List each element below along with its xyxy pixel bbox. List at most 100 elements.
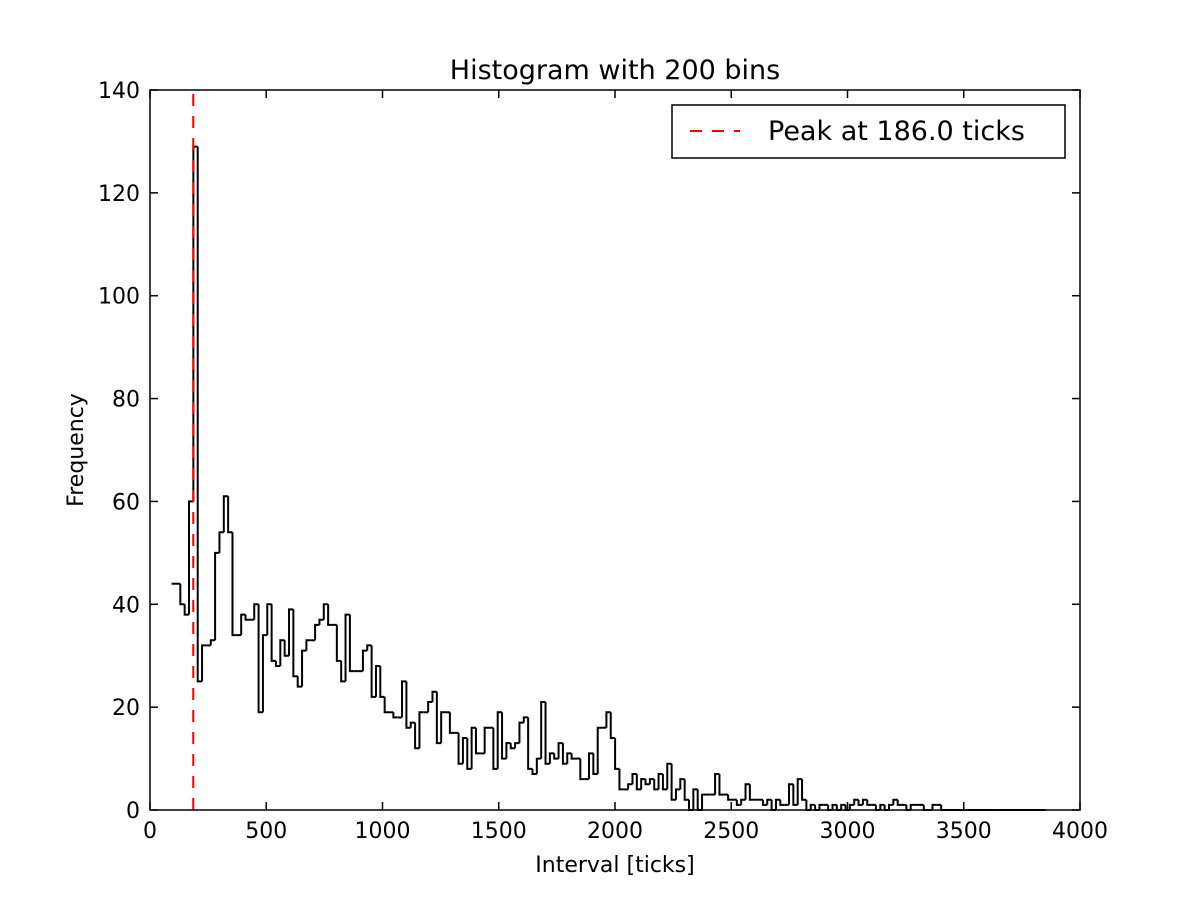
histogram-bin (527, 717, 533, 770)
histogram-bin (314, 623, 320, 641)
histogram-bin (240, 613, 246, 636)
histogram-bin (522, 716, 529, 723)
histogram-bin (896, 799, 903, 806)
x-axis-label: Interval [ticks] (535, 853, 694, 878)
histogram-bin (414, 722, 420, 750)
histogram-bin (774, 798, 781, 810)
histogram-bin (270, 604, 276, 662)
histogram-bin (727, 794, 733, 801)
x-tick-label: 0 (143, 819, 157, 844)
histogram-bin (740, 798, 746, 805)
histogram-bin (648, 778, 655, 785)
histogram-bin (227, 496, 233, 534)
histogram-bin (457, 732, 463, 765)
histogram-bin (553, 753, 559, 760)
histogram-bin (801, 779, 807, 801)
histogram-bin (931, 803, 937, 810)
histogram-bin (735, 799, 742, 806)
histogram-bin (540, 701, 546, 759)
x-tick-label: 3500 (936, 819, 992, 844)
x-tick-label: 2500 (703, 819, 759, 844)
histogram-bin (531, 768, 537, 775)
x-tick-label: 2000 (587, 819, 643, 844)
histogram-bin (435, 691, 442, 745)
histogram-bin (796, 778, 803, 805)
histogram-bin (448, 712, 455, 734)
histogram-bin (779, 799, 785, 806)
histogram-bin (470, 726, 476, 769)
histogram-bin (831, 803, 837, 810)
histogram-bin (196, 146, 203, 683)
plot-area (150, 90, 1080, 810)
legend-label: Peak at 186.0 ticks (768, 116, 1025, 147)
histogram-bin (861, 798, 868, 805)
histogram-bin (257, 604, 263, 714)
histogram-bin (909, 803, 916, 810)
histogram-bin (570, 753, 576, 760)
histogram-bin (644, 779, 650, 786)
histogram-bin (231, 532, 237, 637)
y-tick-label: 40 (112, 593, 140, 618)
histogram-bin (440, 711, 446, 744)
histogram-bin (209, 639, 216, 646)
histogram-bin (322, 603, 329, 620)
histogram-bin (201, 644, 207, 682)
histogram-bin (848, 803, 855, 810)
histogram-bin (692, 788, 698, 810)
histogram-bin (496, 711, 503, 769)
histogram-bin (866, 799, 872, 806)
x-tick-label: 1500 (471, 819, 527, 844)
histogram-bin (431, 690, 437, 702)
histogram-bin (279, 639, 285, 666)
histogram-bin (748, 784, 755, 801)
histogram-bin (514, 742, 520, 749)
histogram-bin (335, 624, 342, 662)
histogram-bin (840, 803, 846, 810)
histogram-bin (853, 798, 859, 805)
histogram-bin (670, 763, 676, 801)
histogram-bin (792, 784, 798, 806)
histogram-bin (618, 768, 624, 791)
histogram-bin (427, 701, 433, 713)
histogram-bin (183, 604, 190, 616)
histogram-bin (266, 603, 272, 636)
histogram-bin (588, 752, 594, 780)
histogram-bin (340, 660, 346, 683)
histogram-bin (292, 609, 298, 678)
histogram-bin (179, 583, 185, 606)
histogram-bin (857, 799, 863, 806)
histogram-bin (401, 680, 407, 718)
histogram-bin (383, 696, 390, 714)
histogram-bin (253, 603, 259, 620)
histogram-bin (714, 773, 720, 795)
histogram-bin (305, 639, 311, 651)
histogram-bin (674, 788, 681, 800)
histogram-bin (222, 495, 229, 533)
histogram-bin (261, 634, 268, 713)
histogram-bin (609, 712, 616, 739)
histogram-bin (627, 783, 633, 790)
y-axis-label: Frequency (64, 393, 89, 507)
histogram-bin (379, 666, 385, 698)
histogram-bin (283, 640, 290, 657)
histogram-bin (818, 803, 824, 810)
histogram-bin (301, 649, 307, 687)
histogram-bin (483, 726, 490, 754)
histogram-bin (566, 752, 572, 764)
histogram-bin (392, 712, 398, 719)
histogram-bin (466, 738, 472, 770)
histogram-bin (888, 803, 894, 810)
histogram-bin (548, 752, 555, 764)
histogram-bin (418, 711, 424, 749)
histogram-bin (892, 798, 898, 805)
histogram-bin (214, 551, 220, 641)
histogram-bin (683, 779, 689, 801)
y-tick-label: 60 (112, 490, 140, 515)
histogram-bin (188, 500, 194, 615)
histogram-bin (348, 614, 355, 673)
histogram-bin (744, 783, 750, 800)
histogram-bin (244, 614, 250, 621)
histogram-bin (405, 681, 411, 729)
histogram-bin (761, 799, 768, 806)
